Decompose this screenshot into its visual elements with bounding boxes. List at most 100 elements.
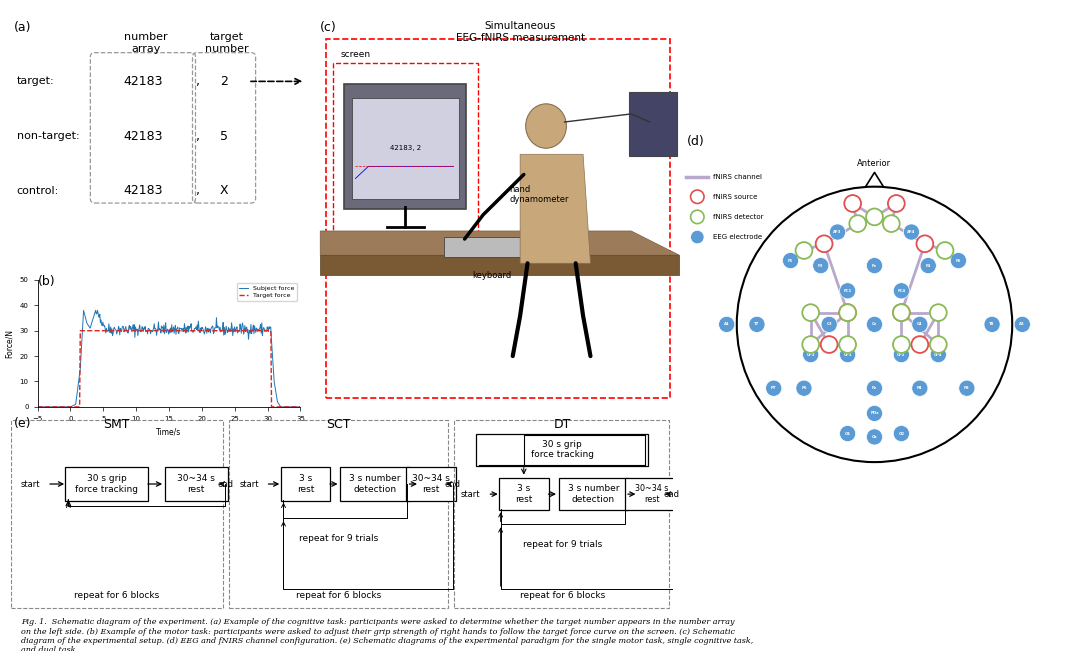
Text: Fz: Fz — [872, 264, 877, 268]
Text: start: start — [461, 490, 481, 499]
Text: Fp2: Fp2 — [893, 201, 900, 206]
Text: fNIRS channel: fNIRS channel — [714, 174, 762, 180]
Text: 2: 2 — [220, 75, 227, 88]
Text: 30 s grip
force tracking: 30 s grip force tracking — [75, 475, 138, 493]
Circle shape — [839, 283, 855, 299]
Text: 5: 5 — [220, 130, 229, 143]
FancyBboxPatch shape — [407, 467, 456, 501]
Text: end: end — [444, 480, 460, 488]
Circle shape — [951, 253, 967, 269]
Target force — [264, 327, 277, 335]
Target force — [294, 403, 307, 411]
Text: DT: DT — [554, 419, 571, 432]
Circle shape — [844, 195, 861, 212]
Circle shape — [795, 242, 812, 259]
Text: end: end — [218, 480, 233, 488]
Text: ,: , — [195, 75, 200, 88]
Circle shape — [916, 236, 934, 252]
Circle shape — [749, 316, 765, 333]
Text: 30~34 s
rest: 30~34 s rest — [177, 475, 215, 493]
Circle shape — [815, 236, 833, 252]
Text: target:: target: — [17, 76, 55, 87]
Circle shape — [893, 304, 910, 321]
Polygon shape — [320, 255, 679, 275]
Text: repeat for 6 blocks: repeat for 6 blocks — [519, 590, 605, 600]
Text: 42183: 42183 — [123, 75, 163, 88]
Target force — [74, 327, 87, 335]
FancyBboxPatch shape — [626, 478, 678, 510]
FancyBboxPatch shape — [499, 478, 548, 510]
Text: number
array: number array — [124, 32, 167, 54]
Text: repeat for 9 trials: repeat for 9 trials — [523, 540, 602, 549]
FancyBboxPatch shape — [630, 92, 677, 156]
Text: AF4: AF4 — [908, 230, 915, 234]
Text: SCT: SCT — [326, 419, 351, 432]
Circle shape — [526, 104, 567, 148]
Circle shape — [766, 380, 782, 396]
Circle shape — [1014, 316, 1030, 333]
Text: fNIRS source: fNIRS source — [714, 194, 758, 200]
Circle shape — [803, 346, 819, 363]
Circle shape — [894, 283, 910, 299]
Circle shape — [866, 316, 883, 333]
FancyBboxPatch shape — [352, 98, 459, 199]
Subject force — [181, 322, 194, 330]
Text: P7: P7 — [770, 386, 777, 390]
Text: F4: F4 — [926, 264, 931, 268]
Text: Pz: Pz — [872, 386, 877, 390]
Circle shape — [930, 304, 946, 321]
Circle shape — [937, 242, 954, 259]
Polygon shape — [320, 231, 679, 255]
FancyBboxPatch shape — [559, 478, 628, 510]
Text: F5: F5 — [788, 258, 793, 262]
FancyBboxPatch shape — [344, 84, 467, 209]
Circle shape — [839, 304, 856, 321]
Circle shape — [894, 346, 910, 363]
Text: CP4: CP4 — [935, 353, 942, 357]
Subject force — [126, 324, 138, 332]
Subject force — [77, 307, 90, 314]
Legend: Subject force, Target force: Subject force, Target force — [236, 283, 297, 301]
Circle shape — [691, 190, 704, 204]
Text: end: end — [663, 490, 679, 499]
Circle shape — [844, 195, 861, 212]
FancyBboxPatch shape — [164, 467, 227, 501]
Circle shape — [866, 380, 883, 396]
Text: P8: P8 — [964, 386, 970, 390]
Text: T7: T7 — [754, 322, 760, 326]
Text: 42183, 2: 42183, 2 — [389, 145, 421, 151]
Subject force — [90, 310, 103, 318]
Circle shape — [821, 316, 837, 333]
FancyBboxPatch shape — [65, 467, 148, 501]
Circle shape — [893, 304, 910, 321]
Subject force — [199, 327, 211, 335]
Target force — [73, 403, 86, 411]
Circle shape — [903, 224, 920, 240]
Text: 3 s
rest: 3 s rest — [296, 475, 314, 493]
Circle shape — [803, 336, 819, 353]
Text: A2: A2 — [1019, 322, 1025, 326]
Text: (c): (c) — [320, 21, 337, 34]
Text: 3 s number
detection: 3 s number detection — [568, 484, 619, 504]
Text: A1: A1 — [724, 322, 730, 326]
Circle shape — [930, 346, 946, 363]
Text: CP2: CP2 — [897, 353, 906, 357]
Circle shape — [888, 195, 905, 212]
Circle shape — [691, 230, 704, 243]
Circle shape — [719, 316, 735, 333]
Text: O2: O2 — [898, 432, 905, 436]
Circle shape — [911, 336, 928, 353]
Circle shape — [803, 304, 819, 321]
Circle shape — [984, 316, 1000, 333]
Text: ,: , — [195, 130, 200, 143]
Polygon shape — [520, 154, 590, 263]
Text: O1: O1 — [844, 432, 851, 436]
X-axis label: Time/s: Time/s — [157, 428, 181, 436]
Text: FC1: FC1 — [843, 289, 852, 293]
FancyBboxPatch shape — [280, 467, 330, 501]
Text: C3: C3 — [826, 322, 832, 326]
Text: (b): (b) — [38, 275, 55, 288]
Text: Simultaneous
EEG-fNIRS measurement: Simultaneous EEG-fNIRS measurement — [456, 21, 585, 43]
Circle shape — [893, 336, 910, 353]
FancyBboxPatch shape — [444, 237, 541, 257]
